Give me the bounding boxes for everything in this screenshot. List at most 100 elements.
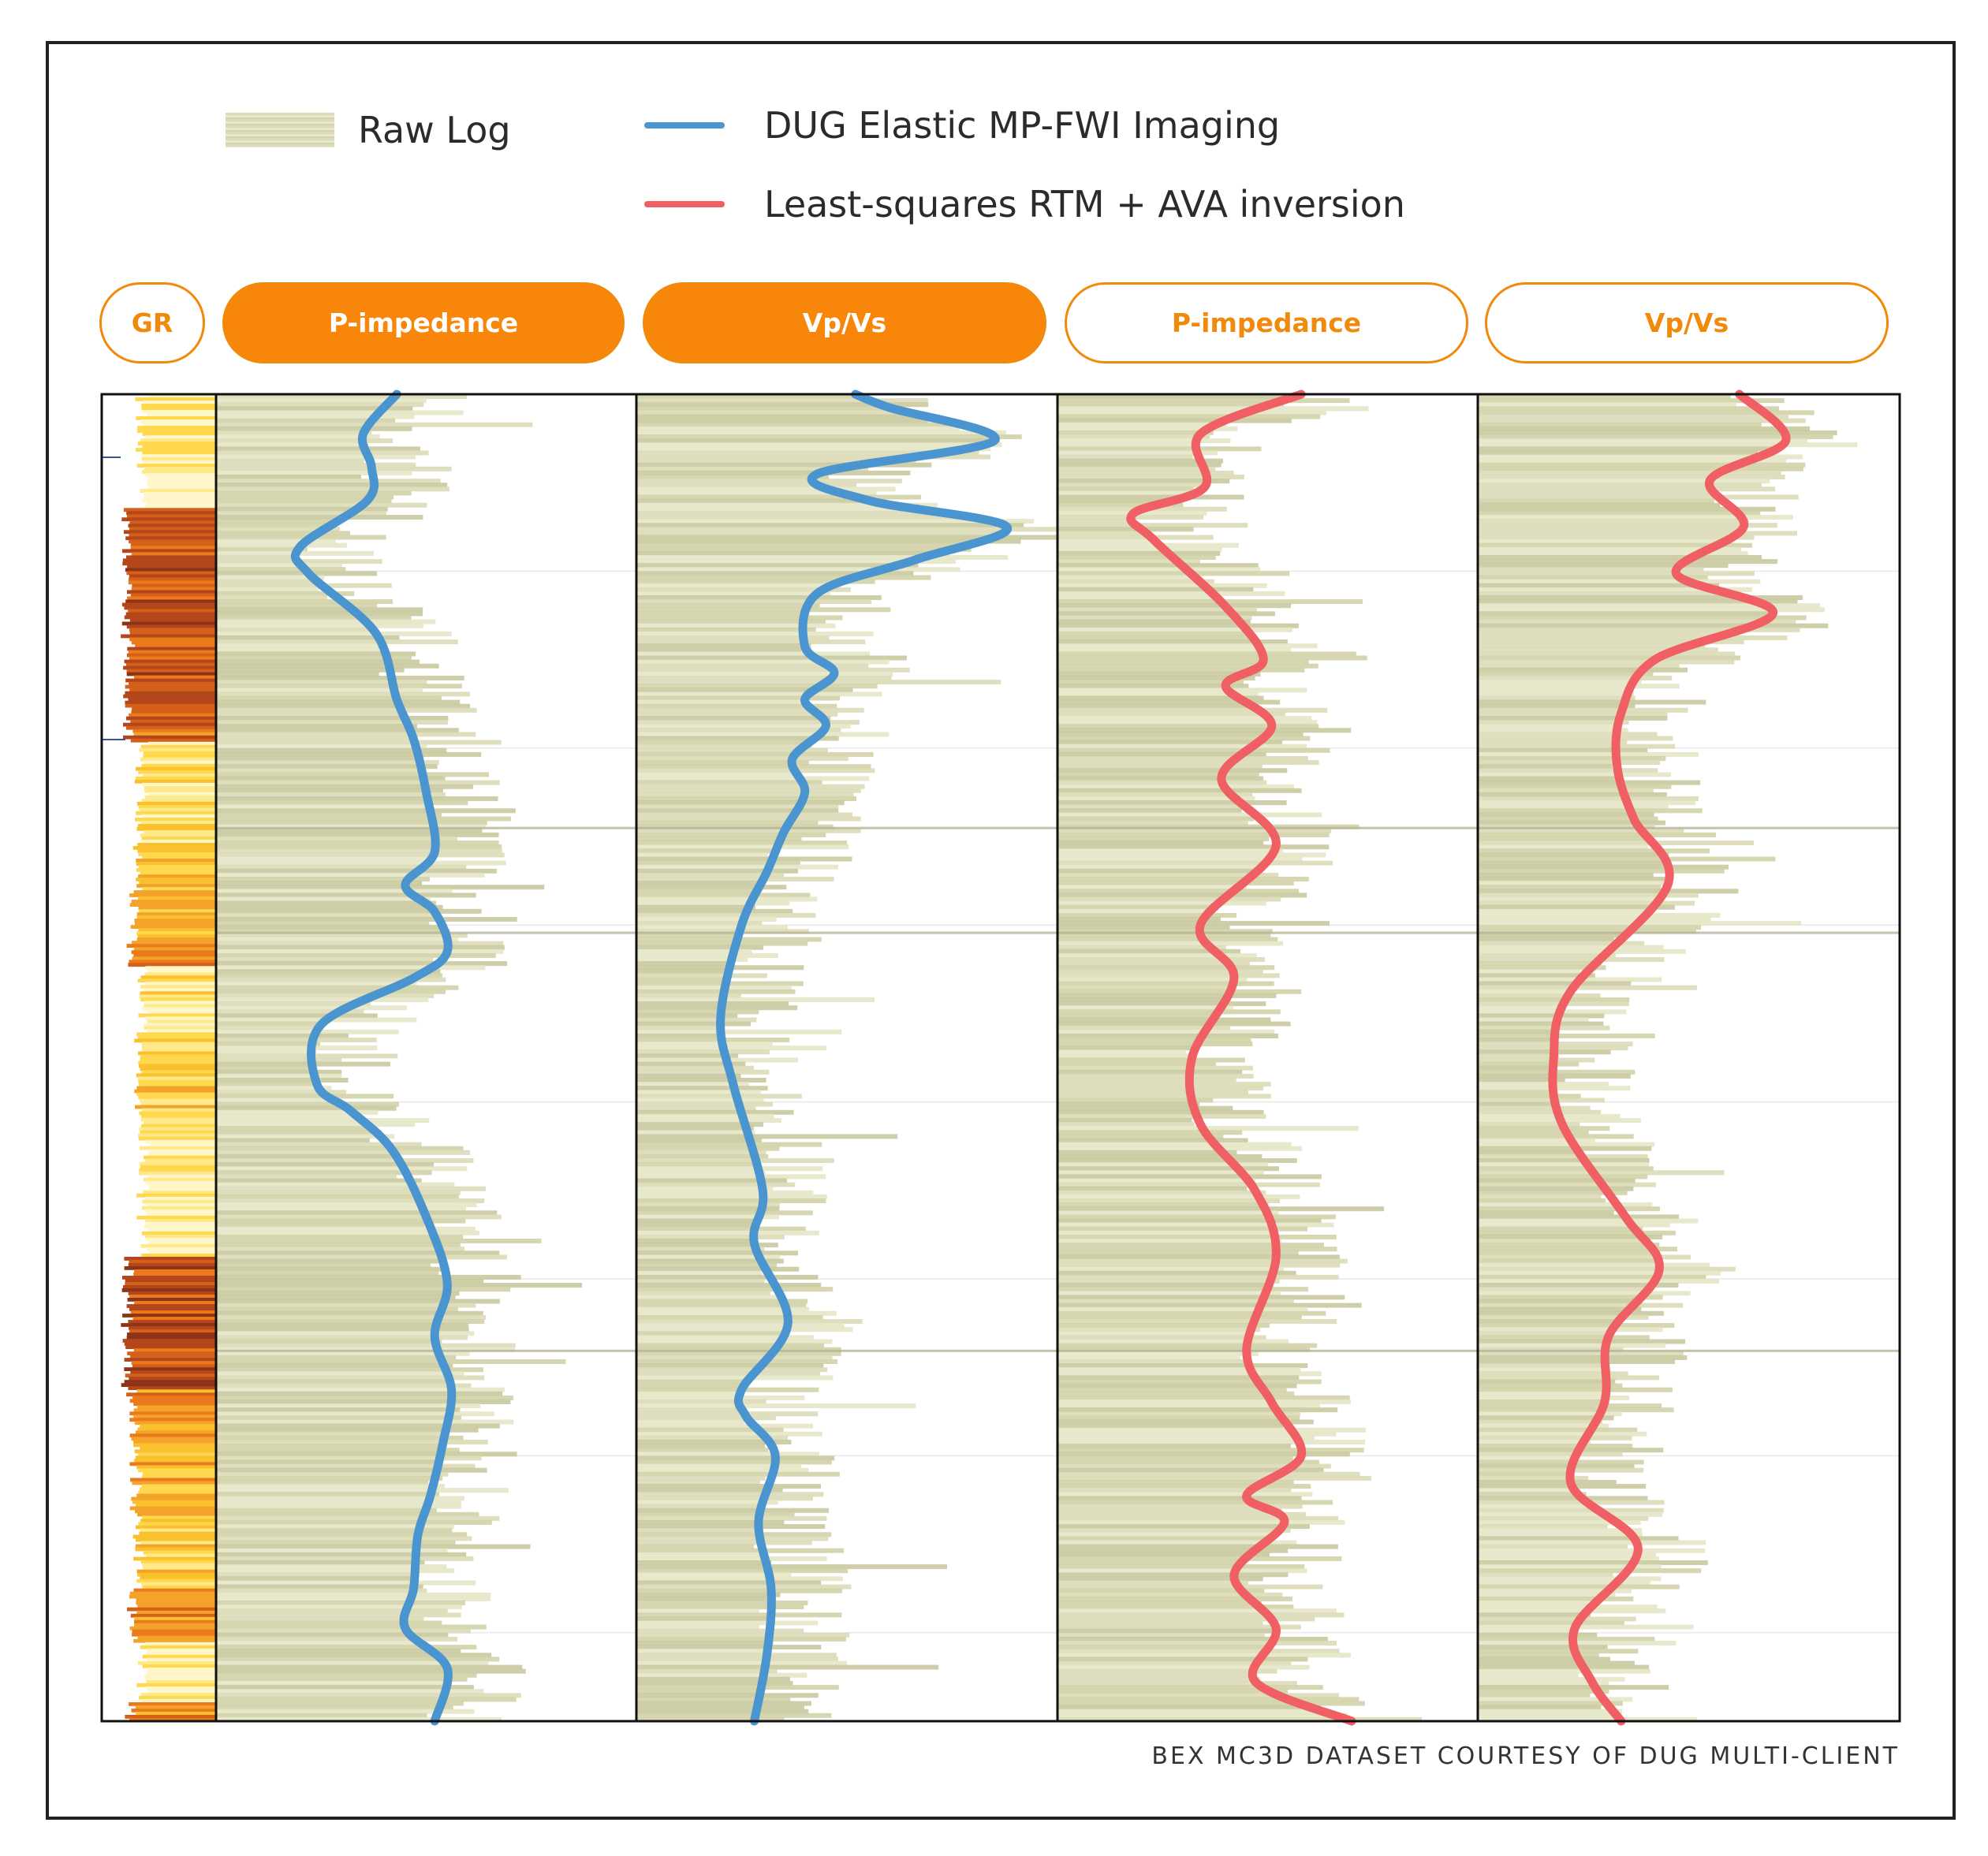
raw-log-sample [216,929,450,934]
raw-log-sample [1478,1150,1577,1155]
raw-log-sample [1478,1568,1702,1574]
raw-log-sample [1057,599,1363,605]
raw-log-sample [636,1053,738,1059]
raw-log-sample [1057,466,1216,471]
raw-log-sample [216,1584,423,1590]
gr-sample [125,1373,216,1378]
raw-log-sample [1478,1359,1675,1364]
raw-log-sample [216,1162,435,1168]
raw-log-sample [636,1435,788,1440]
raw-log-sample [636,667,910,673]
raw-log-sample [1057,1234,1337,1239]
raw-log-sample [1057,1435,1315,1440]
raw-log-sample [216,1467,487,1473]
raw-log-sample [1057,1327,1260,1332]
gr-sample [135,1509,216,1514]
raw-log-sample [1057,546,1222,552]
gr-sample [129,631,216,635]
raw-log-sample [1057,414,1321,419]
gr-sample [136,868,216,872]
raw-log-sample [1478,1005,1563,1011]
gr-sample [144,1158,216,1163]
raw-log-sample [1478,1186,1634,1191]
raw-log-sample [1057,450,1218,456]
raw-log-sample [216,475,362,479]
gr-sample [140,997,216,1002]
gr-sample [138,906,216,911]
raw-log-sample [636,1323,845,1329]
raw-log-sample [636,1500,778,1505]
raw-log-sample [1478,1295,1663,1300]
gr-sample [140,1528,216,1533]
gr-sample [144,751,216,755]
raw-log-sample [1478,607,1825,613]
raw-log-sample [636,1383,741,1388]
gr-sample [140,757,216,762]
raw-log-sample [1478,1488,1580,1493]
raw-log-sample [1057,483,1209,488]
raw-log-sample [216,981,417,986]
gr-sample [143,1471,216,1476]
raw-log-sample [216,1153,399,1159]
raw-log-sample [636,1645,822,1650]
raw-log-sample [1057,1270,1296,1276]
gr-sample [125,599,216,604]
raw-log-sample [636,438,1000,444]
raw-log-sample [216,1664,523,1670]
raw-log-sample [216,1182,455,1187]
raw-log-sample [636,535,1057,540]
raw-log-sample [1057,1001,1266,1007]
raw-log-sample [1478,716,1668,721]
raw-log-sample [1057,1025,1230,1030]
gr-sample [141,404,216,408]
raw-log-sample [1478,828,1684,833]
gr-sample [127,565,216,569]
gr-sample [129,527,216,531]
raw-log-sample [216,1359,566,1364]
gr-sample [137,1635,216,1640]
fwi-curve [290,389,457,1726]
gr-sample [130,1355,216,1359]
gr-sample [143,1023,216,1027]
lsrtm-curve [1548,389,1791,1726]
raw-log-spike [1057,931,1478,934]
raw-log-sample [1478,1604,1658,1610]
raw-log-sample [216,1291,460,1296]
raw-log-sample [1057,720,1318,725]
raw-log-sample [636,498,885,504]
raw-log-sample [1478,844,1648,850]
raw-log-spike [1478,826,1900,829]
gr-sample [133,1443,216,1448]
gr-sample [140,1101,216,1106]
raw-log-sample [1478,1681,1609,1686]
raw-log-sample [636,659,890,665]
raw-log-sample [1057,535,1214,540]
raw-log-sample [1478,1314,1649,1320]
gr-sample [126,662,216,667]
gr-sample [130,542,216,547]
gr-sample [142,1048,216,1053]
raw-log-sample [1478,1122,1580,1127]
gr-sample [147,1247,216,1251]
gr-sample [142,1585,216,1590]
raw-log-sample [1478,1592,1616,1597]
gr-sample [126,1392,216,1397]
gr-sample [139,807,216,812]
raw-log-sample [216,1444,439,1449]
legend-fwi-label: DUG Elastic MP-FWI Imaging [764,104,1281,147]
raw-log-sample [1478,691,1634,697]
raw-log-sample [1057,1672,1249,1678]
raw-log-sample [216,1716,502,1722]
gr-sample [144,1177,216,1182]
lsrtm-curve [1126,389,1356,1726]
raw-log-sample [1478,1588,1632,1593]
raw-log-sample [216,483,448,488]
raw-log-sample [1478,1463,1635,1469]
raw-log-sample [636,1355,833,1360]
gr-sample [147,1667,216,1672]
gr-sample [128,963,216,967]
raw-log-sample [216,498,392,504]
raw-log-fills [216,394,1900,1722]
raw-log-sample [1057,1467,1324,1473]
raw-log-sample [1478,1347,1624,1352]
